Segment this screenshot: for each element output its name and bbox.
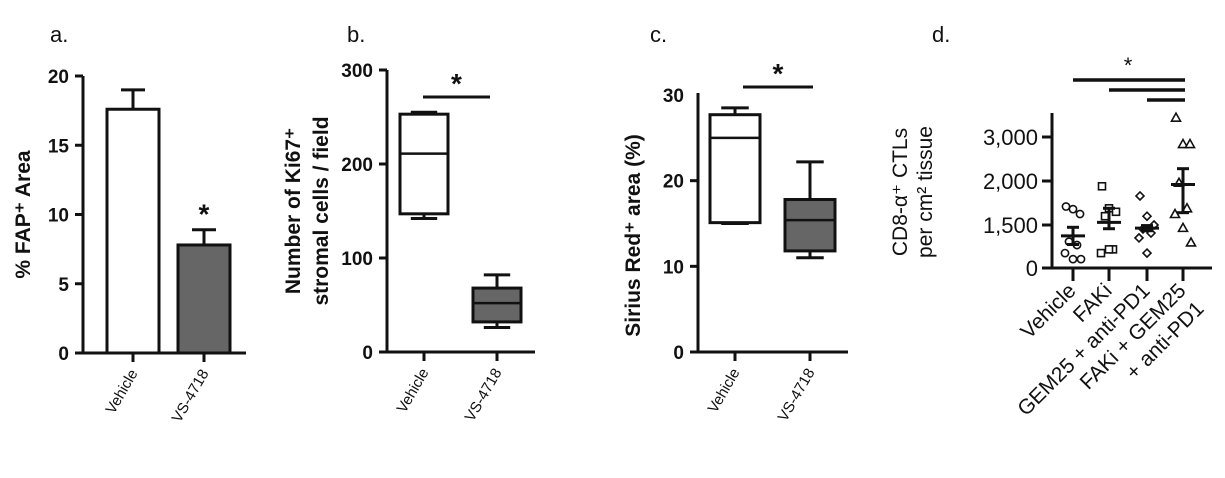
y-tick-label: 10: [48, 206, 69, 227]
box: [471, 286, 523, 324]
data-point-circle: [1060, 248, 1070, 258]
y-tick-label: 0: [1026, 256, 1038, 281]
data-point-diamond: [1141, 247, 1153, 259]
y-axis-label: Sirius Red⁺ area (%): [622, 134, 645, 336]
bar: [105, 107, 161, 355]
y-tick-label: 0: [362, 343, 373, 364]
data-point-square: [1100, 211, 1110, 221]
data-point-circle: [1061, 202, 1071, 211]
data-point-square: [1104, 245, 1114, 254]
y-axis-label: CD8-α⁺ CTLs: [889, 128, 912, 256]
x-tick-label: Vehicle: [103, 367, 142, 417]
data-point-circle: [1075, 209, 1085, 219]
bar: [176, 243, 232, 355]
y-tick-label: 1,500: [983, 213, 1038, 238]
y-tick-label: 20: [663, 172, 684, 193]
significance-star: *: [773, 58, 784, 89]
y-tick-label: 200: [341, 155, 373, 176]
y-tick-label: 5: [58, 275, 69, 296]
y-axis-label: stromal cells / field: [310, 116, 333, 305]
data-point-triangle: [1177, 221, 1189, 233]
y-axis-label: Number of Ki67⁺: [282, 128, 305, 294]
y-tick-label: 100: [341, 249, 373, 270]
y-tick-label: 30: [663, 86, 684, 107]
x-tick-label: Vehicle: [705, 366, 744, 416]
data-point-square: [1097, 181, 1107, 191]
y-tick-label: 0: [58, 344, 69, 365]
significance-star: *: [1124, 53, 1133, 78]
y-tick-label: 2,000: [983, 169, 1038, 194]
significance-star: *: [451, 68, 462, 99]
data-point-diamond: [1141, 211, 1153, 222]
data-point-diamond: [1133, 232, 1145, 244]
x-tick-label: Vehicle: [394, 366, 433, 416]
data-point-diamond: [1134, 190, 1146, 202]
data-point-circle: [1068, 254, 1078, 264]
x-tick-label: VS-4718: [775, 366, 819, 425]
panel-label: b.: [347, 22, 365, 47]
y-axis-label: % FAP⁺ Area: [12, 150, 35, 279]
data-point-square: [1096, 248, 1106, 258]
data-point-circle: [1068, 204, 1078, 214]
x-tick-label: VS-4718: [462, 366, 506, 425]
y-tick-label: 10: [663, 257, 684, 278]
panel-label: d.: [932, 22, 950, 47]
data-point-triangle: [1184, 137, 1196, 149]
data-point-circle: [1076, 254, 1086, 264]
x-tick-label: VS-4718: [169, 367, 213, 426]
box: [708, 113, 762, 225]
data-point-square: [1111, 207, 1121, 217]
box: [398, 112, 450, 216]
y-tick-label: 3,000: [983, 125, 1038, 150]
y-tick-label: 0: [673, 343, 684, 364]
y-tick-label: 300: [341, 61, 373, 82]
y-tick-label: 15: [48, 136, 70, 157]
significance-star: *: [199, 199, 210, 230]
box: [783, 198, 837, 253]
data-point-triangle: [1177, 137, 1189, 149]
panel-label: c.: [650, 22, 667, 47]
data-point-triangle: [1170, 111, 1182, 122]
data-point-triangle: [1185, 236, 1197, 247]
y-axis-label: per cm² tissue: [914, 126, 937, 258]
y-tick-label: 20: [48, 67, 69, 88]
panel-label: a.: [50, 22, 68, 47]
